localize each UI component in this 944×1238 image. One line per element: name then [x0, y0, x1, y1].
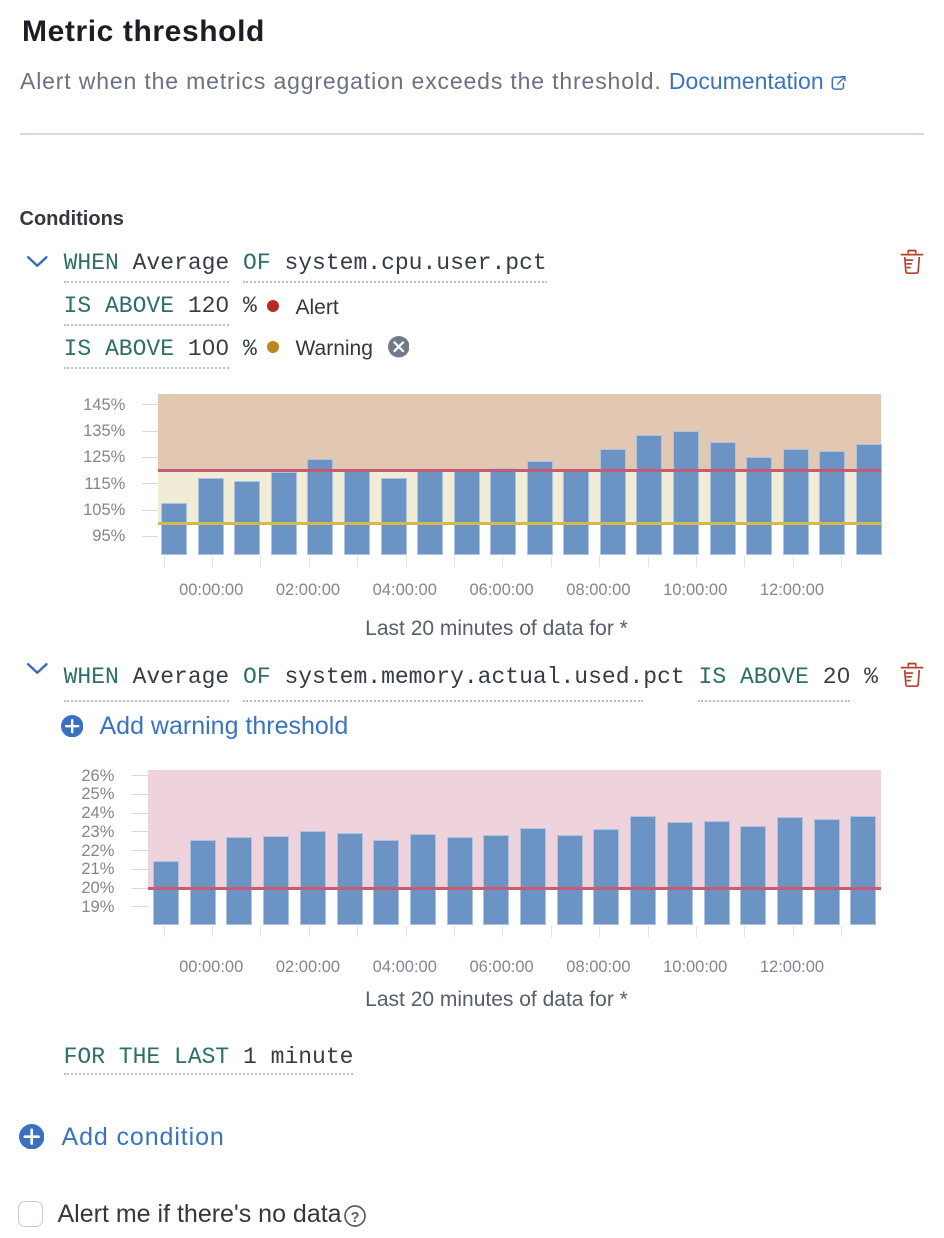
svg-text:?: ? [350, 1210, 359, 1226]
